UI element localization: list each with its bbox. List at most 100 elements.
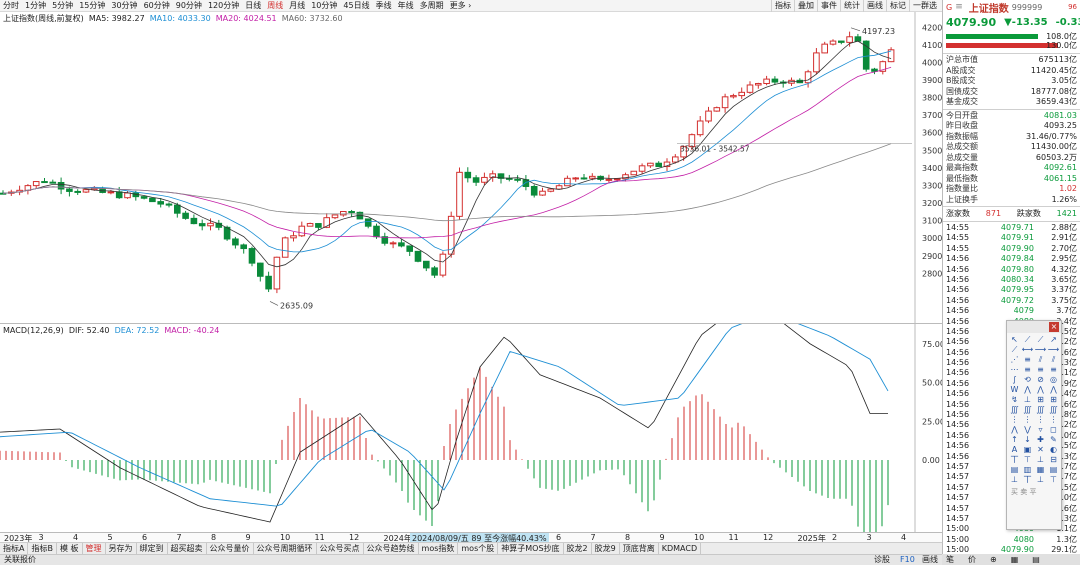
draw-tool-icon[interactable]: ⊥ <box>1024 395 1031 404</box>
draw-tool-icon[interactable]: ⟋ <box>1011 345 1018 354</box>
period-item[interactable]: 周线 <box>267 0 284 10</box>
draw-tool-icon[interactable]: ↗ <box>1050 335 1057 344</box>
gauge-icon[interactable]: ⊕ <box>990 555 997 564</box>
draw-tool-icon[interactable]: ⋮ <box>1010 415 1019 424</box>
draw-tool-icon[interactable]: ⫽ <box>1038 355 1043 364</box>
indicator-tab[interactable]: 公众号周期循环 <box>254 542 317 555</box>
draw-tool-icon[interactable]: ∭ <box>1023 405 1032 414</box>
indicator-tab[interactable]: mos指数 <box>419 542 459 555</box>
period-item[interactable]: 120分钟 <box>207 0 240 10</box>
draw-tool-icon[interactable]: ⊟ <box>1050 455 1057 464</box>
palette-titlebar[interactable]: × <box>1007 321 1061 333</box>
period-item[interactable]: 季线 <box>375 0 392 10</box>
period-item[interactable]: 30分钟 <box>111 0 138 10</box>
period-item[interactable]: 月线 <box>289 0 306 10</box>
draw-tool-icon[interactable]: ↯ <box>1011 395 1018 404</box>
close-icon[interactable]: × <box>1049 322 1059 332</box>
draw-tool-icon[interactable]: W <box>1010 385 1019 394</box>
draw-tool-icon[interactable]: ⊞ <box>1037 395 1044 404</box>
period-item[interactable]: 5分钟 <box>52 0 74 10</box>
pen-icon[interactable]: 笔 <box>946 555 954 564</box>
indicator-tab[interactable]: 公众号买点 <box>317 542 364 555</box>
draw-tool-icon[interactable]: ⊥ <box>1037 455 1044 464</box>
draw-tool-icon[interactable]: ⋀ <box>1037 385 1044 394</box>
indicator-tab[interactable]: 指标A <box>0 542 29 555</box>
draw-tool-icon[interactable]: ⟷ <box>1021 345 1034 354</box>
draw-tool-icon[interactable]: ⋀ <box>1011 425 1018 434</box>
draw-tool-icon[interactable]: ✚ <box>1037 435 1044 444</box>
period-item[interactable]: 45日线 <box>343 0 370 10</box>
indicator-tab[interactable]: 胶龙2 <box>564 542 592 555</box>
period-item[interactable]: 90分钟 <box>175 0 202 10</box>
pane-divider[interactable] <box>0 323 942 324</box>
draw-tool-icon[interactable]: ⊤ <box>1024 455 1031 464</box>
period-item[interactable]: 1分钟 <box>25 0 47 10</box>
drawing-tools-palette[interactable]: × ↖ ⟋ ⟋ ↗ ⟋ ⟷ ⟶ ⟶ ⋰ ≡ ⫽ ⫽ ⋯ ≡ ≡ ≡ ∫ ⟲ ⊘ ◎ W ⋀ ⋀ ⋀ ↯ ⊥ ⊞ ⊞ ∭ ∭ ∭ ∭ ⋮ ⋮ ⋮ ⋮ ⋀ ⋁… <box>1006 320 1062 530</box>
chart-tool-button[interactable]: 统计 <box>840 0 863 12</box>
draw-tool-icon[interactable]: ∭ <box>1010 405 1019 414</box>
indicator-tab[interactable]: 指标B <box>28 542 57 555</box>
draw-tool-icon[interactable]: ↓ <box>1024 435 1031 444</box>
draw-tool-icon[interactable]: ⋮ <box>1023 415 1032 424</box>
draw-tool-icon[interactable]: ▥ <box>1023 465 1032 474</box>
indicator-tab[interactable]: 另存为 <box>106 542 137 555</box>
period-item[interactable]: 年线 <box>397 0 414 10</box>
draw-tool-icon[interactable]: ⟶ <box>1047 345 1060 354</box>
chart-tool-button[interactable]: 事件 <box>817 0 840 12</box>
draw-tool-icon[interactable]: ▿ <box>1038 425 1043 434</box>
draw-tool-icon[interactable]: ⋮ <box>1036 415 1045 424</box>
draw-tool-icon[interactable]: ⟋ <box>1037 335 1044 344</box>
candlestick-chart[interactable]: 4200 4100 4000 3900 3800 3700 3600 3500 3400 3300… <box>0 12 942 324</box>
draw-tool-icon[interactable]: ◻ <box>1050 425 1057 434</box>
draw-tool-icon[interactable]: ≡ <box>1024 365 1031 374</box>
chart-tool-button[interactable]: 一群选 <box>909 0 940 12</box>
draw-tool-icon[interactable]: ⋯ <box>1010 365 1019 374</box>
draw-tool-icon[interactable]: ▦ <box>1036 465 1045 474</box>
draw-tool-icon[interactable]: A <box>1011 445 1018 454</box>
draw-tool-icon[interactable]: ∭ <box>1036 405 1045 414</box>
indicator-tab[interactable]: mos个股 <box>458 542 499 555</box>
draw-tool-icon[interactable]: ⟋ <box>1024 335 1031 344</box>
indicator-tab[interactable]: 超买超卖 <box>168 542 207 555</box>
period-item[interactable]: 10分钟 <box>311 0 338 10</box>
chart-icon[interactable]: ▤ <box>1032 555 1040 564</box>
indicator-tab[interactable]: 胶龙9 <box>592 542 620 555</box>
draw-tool-icon[interactable]: ⊥ <box>1037 475 1044 484</box>
indicator-tab[interactable]: 绑定到 <box>137 542 168 555</box>
chart-tool-button[interactable]: 标记 <box>886 0 909 12</box>
indicator-tab[interactable]: 公众号量价 <box>207 542 254 555</box>
draw-tool-icon[interactable]: ✕ <box>1037 445 1044 454</box>
draw-tool-icon[interactable]: ▤ <box>1049 465 1058 474</box>
draw-tool-icon[interactable]: ◎ <box>1050 375 1057 384</box>
draw-tool-icon[interactable]: ▤ <box>1010 465 1019 474</box>
f10-link[interactable]: F10 <box>900 555 915 564</box>
period-item[interactable]: 多周期 <box>419 0 444 10</box>
period-item[interactable]: 分时 <box>3 0 19 10</box>
chart-tool-button[interactable]: 叠加 <box>794 0 817 12</box>
draw-tool-icon[interactable]: 丅 <box>1023 475 1032 484</box>
draw-tool-icon[interactable]: ⟶ <box>1034 345 1047 354</box>
draw-tool-icon[interactable]: 丅 <box>1010 455 1019 464</box>
draw-tool-icon[interactable]: ≡ <box>1037 365 1044 374</box>
indicator-tab[interactable]: 模 板 <box>57 542 83 555</box>
menu-icon[interactable]: ≡ <box>955 2 963 12</box>
draw-tool-icon[interactable]: ≡ <box>1024 355 1031 364</box>
indicator-tab[interactable]: KDMACD <box>659 542 702 555</box>
indicator-tab[interactable]: 顶底背离 <box>620 542 659 555</box>
draw-tool-icon[interactable]: ↖ <box>1011 335 1018 344</box>
draw-tool-icon[interactable]: ⋀ <box>1050 385 1057 394</box>
price-icon[interactable]: 价 <box>968 555 976 564</box>
indicator-tab[interactable]: 公众号趋势线 <box>364 542 419 555</box>
draw-tool-icon[interactable]: ⋮ <box>1049 415 1058 424</box>
draw-tool-icon[interactable]: ⊘ <box>1037 375 1044 384</box>
draw-tool-icon[interactable]: ⋁ <box>1024 425 1031 434</box>
draw-tool-icon[interactable]: ◐ <box>1050 445 1057 454</box>
period-item[interactable]: 日线 <box>245 0 262 10</box>
draw-tool-icon[interactable]: ⊞ <box>1050 395 1057 404</box>
draw-tool-icon[interactable]: ∭ <box>1049 405 1058 414</box>
period-item[interactable]: 60分钟 <box>143 0 170 10</box>
indicator-tab[interactable]: 管理 <box>83 542 106 555</box>
macd-chart[interactable]: 100.075.0050.0025.000.00 <box>0 324 942 532</box>
chart-tool-button[interactable]: 画线 <box>863 0 886 12</box>
draw-tool-icon[interactable]: ⋰ <box>1010 355 1019 364</box>
